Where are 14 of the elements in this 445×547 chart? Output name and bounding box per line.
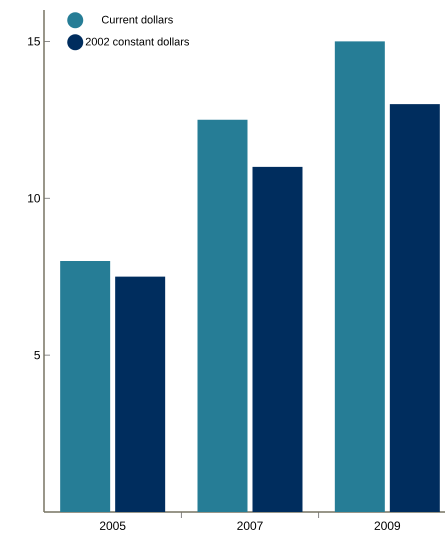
bar bbox=[334, 41, 385, 512]
bar bbox=[390, 104, 440, 512]
legend-label: 2002 constant dollars bbox=[86, 37, 189, 46]
bar bbox=[197, 120, 248, 512]
bar bbox=[252, 166, 302, 512]
bar bbox=[60, 260, 110, 512]
y-tick-label: 5 bbox=[34, 350, 40, 360]
x-tick-label: 2009 bbox=[374, 522, 400, 530]
legend-label: Current dollars bbox=[102, 15, 173, 24]
x-tick-label: 2005 bbox=[100, 522, 126, 530]
x-tick-label: 2007 bbox=[237, 522, 263, 530]
y-tick-label: 15 bbox=[28, 37, 40, 46]
bar bbox=[115, 276, 166, 512]
y-tick-label: 10 bbox=[28, 194, 40, 202]
